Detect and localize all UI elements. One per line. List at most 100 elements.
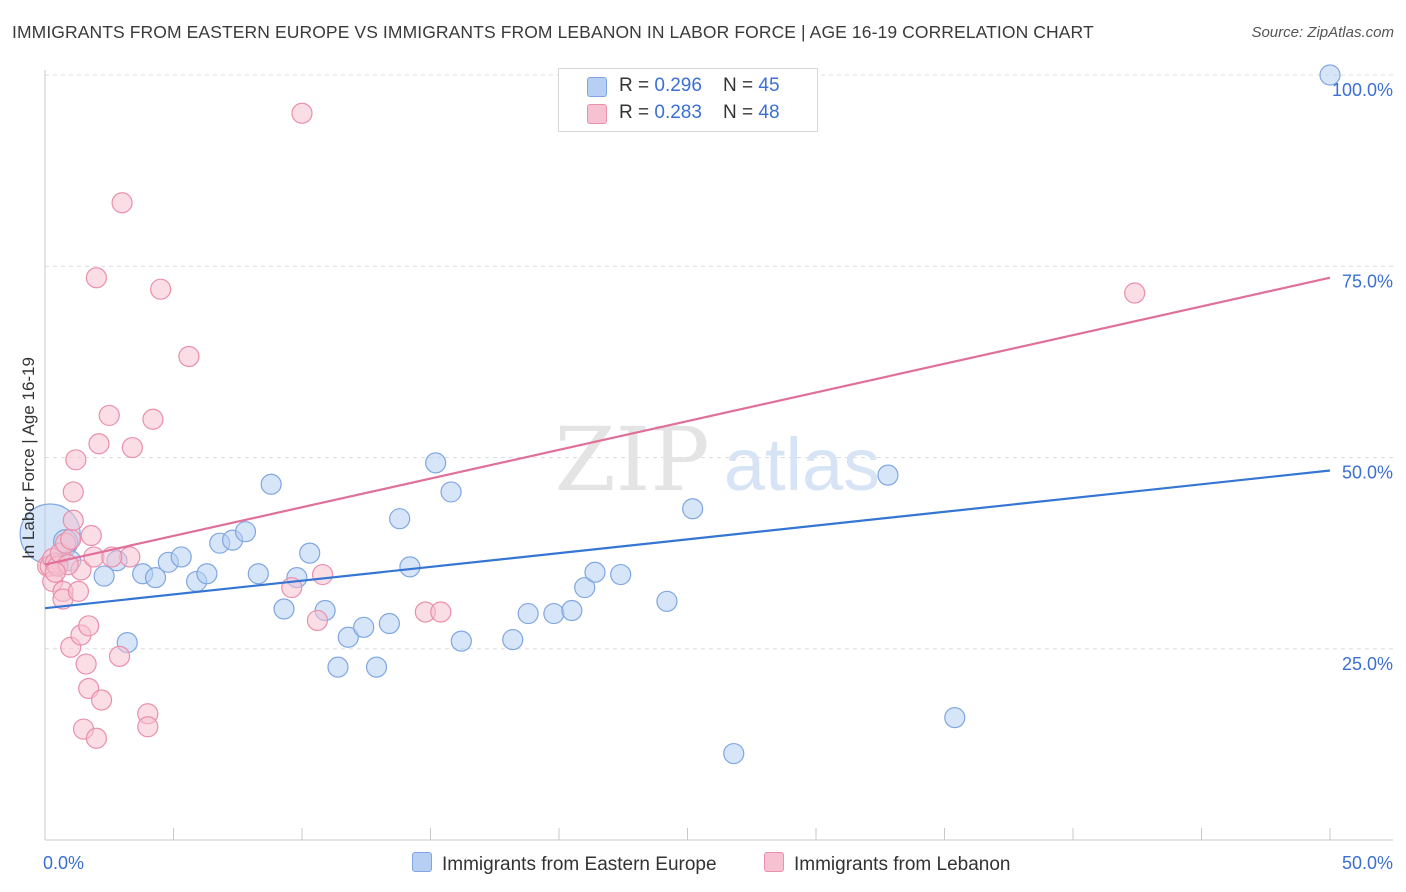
point-lebanon <box>142 408 164 430</box>
point-eastern-europe <box>234 521 257 543</box>
point-lebanon <box>1124 282 1146 304</box>
watermark-atlas: atlas <box>724 423 880 506</box>
point-lebanon <box>62 481 84 503</box>
x-tick-label: 50.0% <box>1342 853 1393 873</box>
point-eastern-europe <box>93 565 115 587</box>
point-eastern-europe <box>610 563 632 586</box>
bottom-legend-swatch-blue <box>412 852 432 872</box>
legend-r-label: R = <box>619 75 655 96</box>
point-eastern-europe <box>561 599 583 622</box>
legend-r-label: R = <box>619 102 655 123</box>
bottom-legend-swatch-pink <box>764 852 784 872</box>
x-tick-label: 0.0% <box>43 853 84 873</box>
point-eastern-europe <box>399 556 421 578</box>
point-eastern-europe <box>584 561 606 583</box>
point-eastern-europe <box>327 656 349 678</box>
point-eastern-europe <box>196 563 218 585</box>
legend-n-value: 48 <box>758 102 780 123</box>
point-lebanon <box>108 645 131 668</box>
point-lebanon <box>121 436 143 459</box>
point-lebanon <box>430 601 452 623</box>
point-eastern-europe <box>378 612 400 635</box>
legend-swatch-pink <box>587 104 607 124</box>
trendline-eastern-europe <box>44 469 1331 610</box>
legend-stats: R = 0.283 N = 48 <box>619 102 780 124</box>
legend-stats: R = 0.296 N = 45 <box>619 75 780 97</box>
legend-n-value: 45 <box>758 75 780 96</box>
y-tick-label: 100.0% <box>1332 80 1393 100</box>
point-lebanon <box>137 716 159 738</box>
legend-n-label: N = <box>723 102 759 123</box>
point-lebanon <box>80 524 102 547</box>
point-eastern-europe <box>170 546 192 568</box>
y-axis-label: In Labor Force | Age 16-19 <box>19 357 38 559</box>
legend-r-value: 0.283 <box>654 102 702 123</box>
point-lebanon <box>85 267 108 289</box>
point-lebanon <box>311 563 334 586</box>
point-eastern-europe <box>353 616 375 638</box>
point-lebanon <box>44 561 66 583</box>
point-eastern-europe <box>574 576 596 599</box>
point-eastern-europe <box>365 656 388 678</box>
point-eastern-europe <box>1319 64 1341 86</box>
point-eastern-europe <box>502 628 524 651</box>
trendline-lebanon <box>44 276 1331 566</box>
point-eastern-europe <box>425 452 447 474</box>
point-eastern-europe <box>337 626 359 648</box>
point-eastern-europe <box>247 563 269 585</box>
point-eastern-europe <box>273 598 295 620</box>
tick-labels: 25.0% 50.0% 75.0% 100.0% 0.0% 50.0% <box>43 80 1393 873</box>
point-eastern-europe <box>144 567 167 589</box>
point-eastern-europe <box>440 481 462 503</box>
bottom-legend-eastern-europe: Immigrants from Eastern Europe <box>412 852 717 876</box>
point-lebanon <box>306 609 329 632</box>
point-eastern-europe <box>944 706 966 729</box>
y-tick-label: 25.0% <box>1342 654 1393 674</box>
point-lebanon <box>88 433 110 455</box>
point-lebanon <box>119 546 141 568</box>
watermark-zip: ZIP <box>554 408 709 511</box>
trend-layer <box>44 276 1331 610</box>
point-lebanon <box>291 102 313 124</box>
y-tick-label: 75.0% <box>1342 271 1393 291</box>
point-eastern-europe <box>450 630 472 652</box>
point-lebanon <box>83 546 105 568</box>
point-lebanon <box>150 278 172 300</box>
correlation-legend: R = 0.296 N = 45 R = 0.283 N = 48 <box>558 68 818 132</box>
point-lebanon <box>78 615 100 637</box>
point-eastern-europe <box>260 473 282 495</box>
axis-layer <box>44 70 1393 841</box>
watermark: ZIP atlas <box>554 408 880 511</box>
point-eastern-europe <box>389 508 411 530</box>
point-eastern-europe <box>299 542 321 564</box>
point-lebanon <box>60 528 82 550</box>
point-lebanon <box>67 580 90 602</box>
legend-swatch-blue <box>587 77 607 97</box>
bottom-legend-lebanon: Immigrants from Lebanon <box>764 852 1011 876</box>
grid-layer <box>45 74 1393 650</box>
point-lebanon <box>101 546 123 568</box>
point-eastern-europe <box>682 498 704 520</box>
point-lebanon <box>90 689 113 711</box>
bottom-legend-label: Immigrants from Lebanon <box>794 854 1011 875</box>
points-layer <box>19 64 1341 765</box>
point-lebanon <box>111 192 133 214</box>
point-eastern-europe <box>723 742 745 765</box>
point-lebanon <box>98 404 120 427</box>
chart-source: Source: ZipAtlas.com <box>1251 24 1394 41</box>
legend-n-label: N = <box>723 75 759 96</box>
point-lebanon <box>75 653 97 675</box>
bottom-legend-label: Immigrants from Eastern Europe <box>442 854 717 875</box>
point-eastern-europe <box>656 590 678 612</box>
point-eastern-europe <box>517 602 539 625</box>
chart-title: IMMIGRANTS FROM EASTERN EUROPE VS IMMIGR… <box>12 22 1094 42</box>
point-lebanon <box>65 449 87 471</box>
y-tick-label: 50.0% <box>1342 463 1393 483</box>
point-lebanon <box>85 727 108 749</box>
point-lebanon <box>62 509 84 531</box>
point-lebanon <box>178 345 200 368</box>
point-eastern-europe <box>877 464 899 486</box>
legend-r-value: 0.296 <box>654 75 702 96</box>
point-eastern-europe <box>543 602 565 625</box>
